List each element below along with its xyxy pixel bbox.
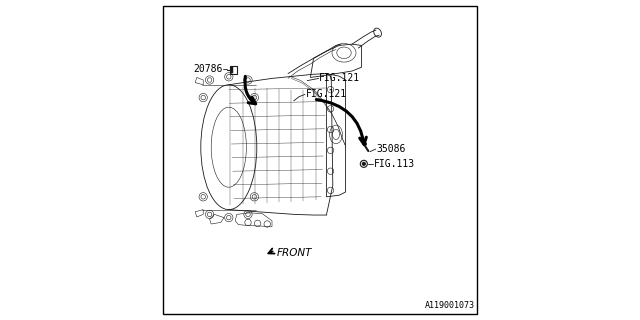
- Bar: [231, 71, 233, 73]
- Text: FIG.121: FIG.121: [306, 89, 347, 100]
- Text: FRONT: FRONT: [277, 248, 312, 258]
- Circle shape: [362, 162, 365, 165]
- Text: FIG.113: FIG.113: [374, 159, 415, 169]
- Text: 35086: 35086: [376, 144, 405, 154]
- Bar: [231, 67, 233, 69]
- Text: 20786: 20786: [193, 64, 223, 74]
- Text: A119001073: A119001073: [425, 301, 475, 310]
- Bar: [230, 66, 237, 74]
- Circle shape: [364, 142, 367, 146]
- Text: FIG.121: FIG.121: [319, 73, 360, 84]
- Bar: [231, 69, 233, 71]
